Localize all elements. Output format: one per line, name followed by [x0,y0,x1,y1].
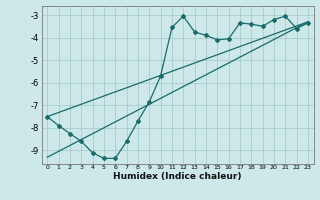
X-axis label: Humidex (Indice chaleur): Humidex (Indice chaleur) [113,172,242,181]
